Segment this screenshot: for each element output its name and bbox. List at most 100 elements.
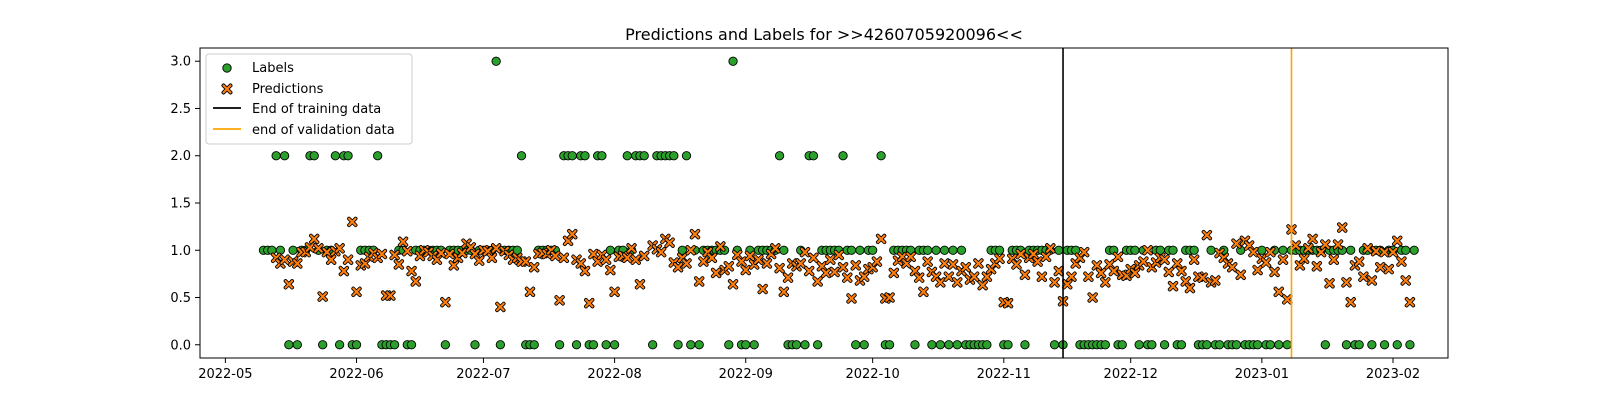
prediction-point	[977, 280, 988, 291]
prediction-point	[1400, 275, 1411, 286]
label-point	[1265, 340, 1275, 350]
label-point	[677, 245, 687, 255]
prediction-point	[1210, 275, 1221, 286]
label-point	[609, 340, 620, 350]
prediction-point	[440, 297, 451, 308]
prediction-point	[727, 279, 739, 290]
prediction-point	[782, 272, 794, 283]
label-point	[1054, 245, 1064, 255]
prediction-point	[753, 254, 764, 265]
label-point	[669, 151, 679, 161]
prediction-point	[634, 279, 646, 290]
prediction-point	[698, 256, 709, 267]
prediction-point	[761, 258, 773, 269]
legend-labels-marker	[222, 63, 232, 73]
prediction-point	[1142, 245, 1153, 256]
label-point	[791, 340, 802, 350]
label-point	[330, 151, 341, 161]
prediction-point	[1269, 266, 1280, 278]
prediction-point	[1091, 260, 1103, 271]
prediction-point	[1311, 261, 1323, 272]
prediction-point	[1011, 259, 1022, 270]
prediction-point	[1353, 256, 1365, 267]
prediction-point	[1392, 235, 1403, 246]
prediction-point	[994, 253, 1005, 264]
label-point	[952, 340, 962, 350]
prediction-point	[884, 292, 895, 303]
x-tick-label: 2022-12	[1104, 367, 1158, 382]
prediction-point	[385, 290, 396, 301]
prediction-point	[1028, 248, 1039, 260]
label-point	[1003, 340, 1013, 350]
prediction-point	[1167, 280, 1179, 292]
legend-training-end-text: End of training data	[252, 102, 381, 117]
label-point	[1401, 245, 1411, 255]
prediction-point	[820, 267, 832, 279]
prediction-point	[622, 252, 633, 264]
prediction-point	[1383, 263, 1394, 275]
label-point	[1189, 245, 1199, 255]
prediction-point	[457, 247, 468, 259]
label-point	[956, 245, 967, 255]
label-point	[1214, 340, 1225, 350]
label-point	[1130, 245, 1140, 255]
prediction-point	[770, 243, 781, 254]
prediction-point	[630, 254, 641, 265]
prediction-point	[325, 254, 337, 265]
label-point	[639, 151, 649, 161]
label-point	[800, 340, 810, 350]
label-point	[846, 245, 857, 255]
label-point	[1379, 340, 1390, 350]
prediction-point	[402, 246, 413, 257]
prediction-point	[1108, 265, 1119, 277]
prediction-point	[1112, 251, 1124, 263]
prediction-point	[550, 250, 561, 262]
prediction-point	[1315, 246, 1327, 258]
prediction-point	[842, 272, 853, 283]
y-tick-label: 2.5	[170, 102, 191, 117]
label-point	[389, 340, 400, 350]
prediction-point	[1370, 246, 1382, 257]
label-point	[318, 340, 328, 350]
prediction-point	[829, 266, 840, 278]
prediction-point	[1083, 271, 1094, 282]
prediction-point	[757, 283, 768, 295]
y-tick-label: 2.0	[170, 149, 191, 164]
prediction-point	[1231, 238, 1242, 249]
prediction-point	[1015, 248, 1026, 260]
label-point	[292, 340, 302, 350]
prediction-point	[1252, 264, 1263, 276]
label-point	[868, 245, 878, 255]
chart-title: Predictions and Labels for >>42607059200…	[625, 25, 1023, 44]
prediction-point	[1045, 243, 1056, 254]
prediction-point	[710, 267, 722, 279]
label-point	[1354, 340, 1364, 350]
prediction-point	[393, 259, 405, 270]
label-point	[939, 245, 950, 255]
prediction-point	[639, 250, 650, 262]
label-point	[516, 151, 527, 161]
prediction-point	[1387, 246, 1399, 258]
prediction-point	[588, 248, 599, 260]
prediction-point	[1404, 297, 1416, 308]
prediction-point	[913, 272, 925, 283]
label-point	[1252, 340, 1263, 350]
x-tick-label: 2022-10	[845, 367, 899, 382]
prediction-point	[1273, 286, 1284, 298]
prediction-point	[1332, 239, 1344, 250]
label-point	[749, 340, 759, 350]
label-point	[1392, 340, 1402, 350]
label-point	[1168, 245, 1178, 255]
prediction-point	[600, 254, 612, 265]
label-point	[554, 340, 565, 350]
prediction-point	[858, 271, 870, 282]
x-tick-label: 2022-07	[456, 367, 510, 382]
label-point	[876, 151, 886, 161]
prediction-point	[520, 256, 531, 267]
label-point	[597, 151, 607, 161]
prediction-point	[435, 247, 447, 259]
prediction-point	[952, 277, 963, 288]
prediction-point	[338, 265, 350, 277]
plot-area: 0.0 0.5 1.0 1.5 2.0 2.5 3.0 2022-05 2022-06 2022-…	[170, 48, 1420, 382]
prediction-point	[529, 262, 540, 273]
